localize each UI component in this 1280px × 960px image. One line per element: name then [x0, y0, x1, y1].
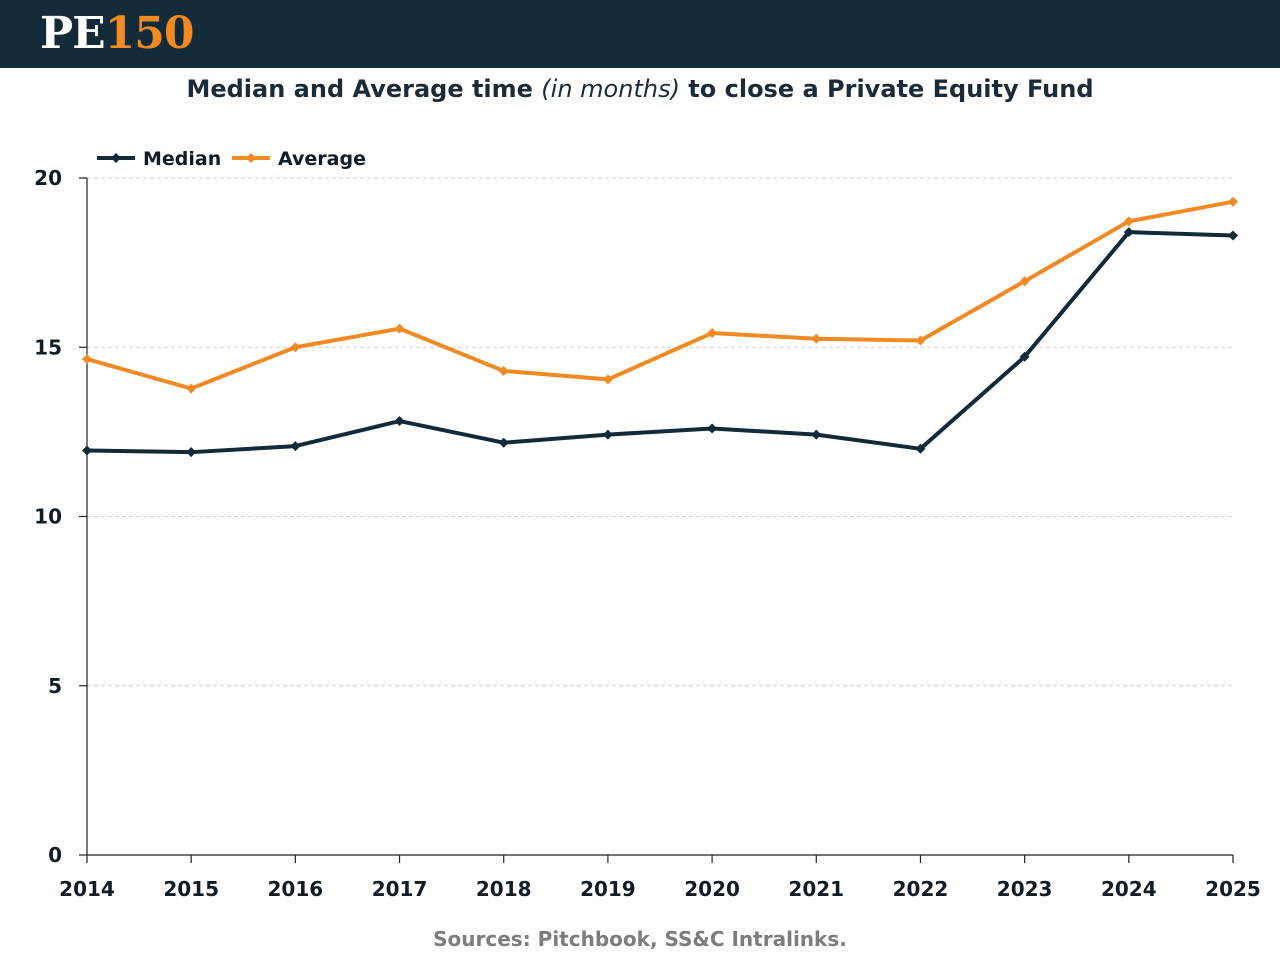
median-point: [186, 447, 197, 458]
header-bar: PE150: [0, 0, 1280, 68]
median-point: [290, 441, 301, 452]
y-tick-label: 10: [34, 505, 62, 529]
logo-number: 150: [104, 8, 195, 59]
median-series-line: [85, 230, 1235, 455]
average-series-line: [85, 199, 1235, 391]
x-tick-label: 2017: [372, 877, 428, 901]
median-point: [394, 416, 405, 427]
median-point: [707, 423, 718, 434]
average-point: [82, 354, 92, 365]
chart-title-part1: Median and Average time: [186, 75, 542, 103]
average-point: [602, 374, 613, 385]
average-point: [1228, 196, 1238, 207]
x-tick-label: 2023: [997, 877, 1053, 901]
x-tick-label: 2020: [684, 877, 740, 901]
median-point: [1019, 351, 1030, 362]
x-tick-label: 2016: [268, 877, 324, 901]
median-point: [915, 443, 926, 454]
x-tick-label: 2021: [788, 877, 844, 901]
median-point: [498, 437, 509, 448]
pe150-logo: PE150: [40, 6, 195, 62]
y-tick-label: 5: [48, 674, 62, 698]
chart-title-part3: to close a Private Equity Fund: [679, 75, 1094, 103]
median-point: [602, 429, 613, 440]
x-tick-label: 2025: [1205, 877, 1261, 901]
average-point: [1123, 216, 1134, 227]
source-note: Sources: Pitchbook, SS&C Intralinks.: [433, 927, 847, 951]
y-tick-label: 15: [34, 335, 62, 359]
x-tick-label: 2022: [893, 877, 949, 901]
average-point: [498, 365, 509, 376]
median-point: [811, 429, 822, 440]
median-point: [1123, 227, 1134, 238]
legend-average-marker: [246, 153, 256, 163]
median-point: [1228, 230, 1238, 241]
x-tick-label: 2018: [476, 877, 532, 901]
legend-median-label: Median: [143, 148, 221, 170]
average-point: [707, 328, 718, 339]
chart-title: Median and Average time (in months) to c…: [0, 72, 1280, 106]
chart-title-unit: (in months): [541, 75, 680, 103]
average-point: [1019, 276, 1030, 287]
line-chart: 0 5 10 15 20 2014 2015 2016 2017 2018 2019 2020 2021…: [34, 148, 1261, 901]
average-point: [290, 342, 301, 353]
average-point: [186, 383, 197, 394]
y-tick-label: 20: [34, 166, 62, 190]
legend-median-marker: [111, 153, 121, 163]
x-tick-label: 2014: [59, 877, 115, 901]
average-point: [394, 323, 405, 334]
x-tick-label: 2024: [1101, 877, 1157, 901]
logo-prefix: PE: [40, 8, 106, 59]
median-point: [82, 445, 92, 456]
y-tick-label: 0: [48, 843, 62, 867]
x-tick-label: 2019: [580, 877, 636, 901]
average-point: [811, 333, 822, 344]
x-tick-label: 2015: [163, 877, 219, 901]
legend-average-label: Average: [278, 148, 366, 170]
average-point: [915, 335, 926, 346]
